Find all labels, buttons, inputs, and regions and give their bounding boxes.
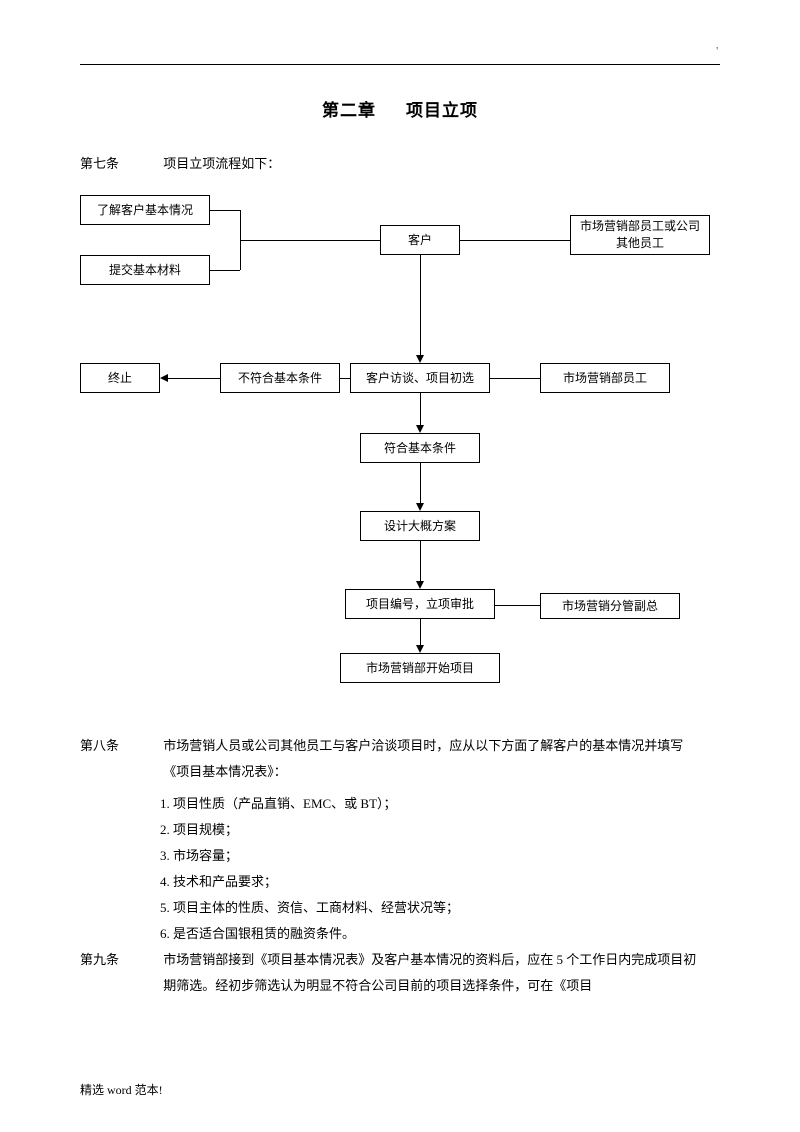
node-learn-customer: 了解客户基本情况	[80, 195, 210, 225]
connector-line	[420, 541, 421, 585]
chapter-number: 第二章	[322, 101, 376, 120]
article-label: 第七条	[80, 151, 160, 177]
list-item: 3. 市场容量；	[160, 843, 720, 869]
connector-line	[490, 378, 540, 379]
connector-line	[340, 378, 350, 379]
list-item: 1. 项目性质（产品直销、EMC、或 BT）；	[160, 791, 720, 817]
connector-line	[495, 605, 540, 606]
connector-line	[240, 240, 380, 241]
connector-line	[420, 255, 421, 360]
connector-line	[210, 210, 240, 211]
node-staff-top: 市场营销部员工或公司其他员工	[570, 215, 710, 255]
node-customer: 客户	[380, 225, 460, 255]
node-not-meet: 不符合基本条件	[220, 363, 340, 393]
article-body: 项目立项流程如下：	[163, 151, 703, 177]
article-body: 市场营销人员或公司其他员工与客户洽谈项目时，应从以下方面了解客户的基本情况并填写…	[163, 733, 703, 785]
list-item: 4. 技术和产品要求；	[160, 869, 720, 895]
article-label: 第九条	[80, 947, 160, 973]
article-9: 第九条 市场营销部接到《项目基本情况表》及客户基本情况的资料后，应在 5 个工作…	[80, 947, 720, 999]
arrow-down-icon	[416, 503, 424, 511]
header-rule	[80, 64, 720, 65]
list-item: 6. 是否适合国银租赁的融资条件。	[160, 921, 720, 947]
chapter-name: 项目立项	[406, 101, 478, 120]
article-body: 市场营销部接到《项目基本情况表》及客户基本情况的资料后，应在 5 个工作日内完成…	[163, 947, 703, 999]
arrow-down-icon	[416, 355, 424, 363]
node-interview: 客户访谈、项目初选	[350, 363, 490, 393]
arrow-down-icon	[416, 581, 424, 589]
document-page: ' 第二章 项目立项 第七条 项目立项流程如下： 了解客户基本情况 提交基本材料 …	[0, 0, 800, 1132]
flowchart: 了解客户基本情况 提交基本材料 客户 市场营销部员工或公司其他员工 终止 不符合…	[80, 185, 720, 715]
node-staff-mid: 市场营销部员工	[540, 363, 670, 393]
connector-line	[420, 463, 421, 507]
node-terminate: 终止	[80, 363, 160, 393]
page-footer: 精选 word 范本!	[80, 1081, 163, 1098]
list-item: 5. 项目主体的性质、资信、工商材料、经营状况等；	[160, 895, 720, 921]
article-label: 第八条	[80, 733, 160, 759]
node-design: 设计大概方案	[360, 511, 480, 541]
chapter-title: 第二章 项目立项	[80, 96, 720, 121]
list-item: 2. 项目规模；	[160, 817, 720, 843]
node-deputy: 市场营销分管副总	[540, 593, 680, 619]
node-project-number: 项目编号，立项审批	[345, 589, 495, 619]
connector-line	[168, 378, 220, 379]
node-submit-materials: 提交基本材料	[80, 255, 210, 285]
node-meets: 符合基本条件	[360, 433, 480, 463]
connector-line	[420, 393, 421, 429]
node-start-project: 市场营销部开始项目	[340, 653, 500, 683]
header-mark: '	[716, 46, 718, 57]
arrow-left-icon	[160, 374, 168, 382]
arrow-down-icon	[416, 645, 424, 653]
connector-line	[210, 270, 240, 271]
arrow-down-icon	[416, 425, 424, 433]
connector-line	[460, 240, 570, 241]
article-7: 第七条 项目立项流程如下：	[80, 151, 720, 177]
article-8: 第八条 市场营销人员或公司其他员工与客户洽谈项目时，应从以下方面了解客户的基本情…	[80, 733, 720, 785]
